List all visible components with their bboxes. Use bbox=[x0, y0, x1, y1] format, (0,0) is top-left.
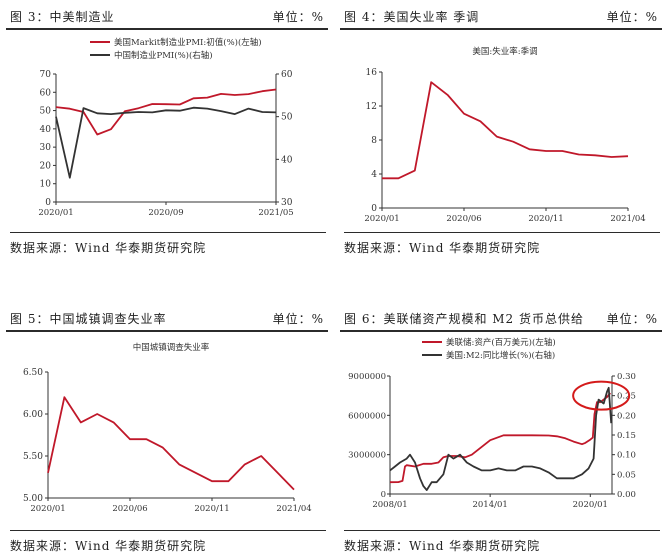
y-left-tick-label: 0 bbox=[371, 204, 377, 214]
x-tick-label: 2020/01 bbox=[38, 208, 73, 218]
panel-title: 图 5：中国城镇调查失业率 bbox=[10, 312, 167, 326]
y-left-tick-label: 6.00 bbox=[23, 410, 43, 420]
y-right-tick-label: 50 bbox=[281, 113, 293, 123]
y-left-tick-label: 12 bbox=[366, 102, 377, 112]
chart-panel-1: 图 3：中美制造业 单位：% 0 10 20 30 40 50 60 70 30 40 50 60 20… bbox=[6, 6, 328, 256]
panel-header: 图 5：中国城镇调查失业率 单位：% bbox=[6, 308, 328, 332]
panel-unit: 单位：% bbox=[272, 312, 324, 326]
series-line-2 bbox=[55, 106, 277, 179]
panel-title: 图 3：中美制造业 bbox=[10, 10, 115, 24]
chart-fed-assets-m2: 0 3000000 6000000 9000000 0.00 0.05 0.10 0.15 0.… bbox=[348, 337, 636, 510]
y-right-tick-label: 0.10 bbox=[617, 451, 636, 461]
panel-title: 图 6：美联储资产规模和 M2 货币总供给 bbox=[344, 312, 585, 326]
legend-label: 美国Markit制造业PMI:初值(%)(左轴) bbox=[114, 37, 262, 48]
y-right-tick-label: 60 bbox=[281, 70, 293, 80]
y-left-tick-label: 5.00 bbox=[23, 494, 43, 504]
x-tick-label: 2020/09 bbox=[148, 208, 183, 218]
chart-panel-3: 图 5：中国城镇调查失业率 单位：% 中国城镇调查失业率 5.00 5.50 6.00… bbox=[6, 308, 328, 558]
y-left-tick-label: 0 bbox=[45, 198, 51, 208]
x-tick-label: 2021/04 bbox=[610, 214, 645, 224]
y-left-tick-label: 40 bbox=[40, 125, 52, 135]
y-right-tick-label: 0.05 bbox=[617, 470, 636, 480]
x-tick-label: 2020/11 bbox=[194, 504, 229, 514]
y-left-tick-label: 70 bbox=[40, 70, 52, 80]
x-tick-label: 2020/06 bbox=[112, 504, 147, 514]
x-tick-label: 2008/01 bbox=[372, 500, 407, 510]
panel-unit: 单位：% bbox=[606, 10, 658, 24]
x-tick-label: 2020/11 bbox=[528, 214, 563, 224]
chart-title: 美国:失业率:季调 bbox=[472, 46, 537, 57]
y-right-tick-label: 30 bbox=[281, 198, 293, 208]
panel-source: 数据来源：Wind 华泰期货研究院 bbox=[10, 530, 326, 554]
y-left-tick-label: 6000000 bbox=[348, 411, 386, 421]
chart-panel-4: 图 6：美联储资产规模和 M2 货币总供给 单位：% 0 3000000 60000… bbox=[340, 308, 662, 558]
y-left-tick-label: 3000000 bbox=[348, 451, 386, 461]
y-left-tick-label: 0 bbox=[381, 490, 386, 500]
y-left-tick-label: 5.50 bbox=[23, 452, 43, 462]
panel-header: 图 4：美国失业率 季调 单位：% bbox=[340, 6, 662, 30]
y-right-tick-label: 40 bbox=[281, 155, 293, 165]
y-left-tick-label: 8 bbox=[371, 136, 377, 146]
y-left-tick-label: 6.50 bbox=[23, 368, 43, 378]
chart-us-china-pmi: 0 10 20 30 40 50 60 70 30 40 50 60 2020/01 2020/09 202… bbox=[38, 37, 293, 218]
y-left-tick-label: 30 bbox=[40, 143, 52, 153]
legend-label: 中国制造业PMI(%)(右轴) bbox=[114, 50, 213, 61]
x-tick-label: 2021/05 bbox=[258, 208, 293, 218]
y-right-tick-label: 0.00 bbox=[617, 490, 636, 500]
x-tick-label: 2020/01 bbox=[364, 214, 399, 224]
x-tick-label: 2021/04 bbox=[276, 504, 311, 514]
panel-title: 图 4：美国失业率 季调 bbox=[344, 10, 480, 24]
y-right-tick-label: 0.15 bbox=[617, 431, 636, 441]
y-right-tick-label: 0.25 bbox=[617, 392, 636, 402]
y-left-tick-label: 16 bbox=[366, 68, 378, 78]
y-left-tick-label: 60 bbox=[40, 88, 52, 98]
legend-label: 美国:M2:同比增长(%)(右轴) bbox=[446, 350, 555, 361]
series-line-2 bbox=[389, 386, 613, 492]
x-tick-label: 2020/01 bbox=[573, 500, 608, 510]
panel-header: 图 3：中美制造业 单位：% bbox=[6, 6, 328, 30]
series-line-1 bbox=[55, 88, 277, 136]
chart-china-unemployment: 中国城镇调查失业率 5.00 5.50 6.00 6.50 2020/01 2020/06 2… bbox=[23, 342, 312, 514]
y-left-tick-label: 50 bbox=[40, 107, 52, 117]
y-left-tick-label: 9000000 bbox=[348, 372, 386, 382]
legend-label: 美联储:资产(百万美元)(左轴) bbox=[446, 337, 556, 348]
y-left-tick-label: 4 bbox=[371, 170, 377, 180]
y-right-tick-label: 0.20 bbox=[617, 411, 636, 421]
panel-source: 数据来源：Wind 华泰期货研究院 bbox=[344, 530, 660, 554]
series-line-1 bbox=[382, 81, 629, 180]
x-tick-label: 2020/01 bbox=[30, 504, 65, 514]
chart-title: 中国城镇调查失业率 bbox=[133, 342, 210, 353]
highlight-ellipse bbox=[572, 380, 631, 411]
panel-source: 数据来源：Wind 华泰期货研究院 bbox=[344, 232, 660, 256]
panel-unit: 单位：% bbox=[272, 10, 324, 24]
y-right-tick-label: 0.30 bbox=[617, 372, 636, 382]
chart-us-unemployment: 美国:失业率:季调 0 4 8 12 16 2020/01 2020/06 2020/11 202… bbox=[364, 46, 645, 224]
x-tick-label: 2020/06 bbox=[446, 214, 481, 224]
series-line-1 bbox=[47, 396, 295, 491]
y-left-tick-label: 10 bbox=[40, 180, 52, 190]
panel-unit: 单位：% bbox=[606, 312, 658, 326]
x-tick-label: 2014/01 bbox=[472, 500, 507, 510]
panel-header: 图 6：美联储资产规模和 M2 货币总供给 单位：% bbox=[340, 308, 662, 332]
panel-source: 数据来源：Wind 华泰期货研究院 bbox=[10, 232, 326, 256]
y-left-tick-label: 20 bbox=[40, 161, 52, 171]
chart-panel-2: 图 4：美国失业率 季调 单位：% 美国:失业率:季调 0 4 8 12 16 2020/0… bbox=[340, 6, 662, 256]
